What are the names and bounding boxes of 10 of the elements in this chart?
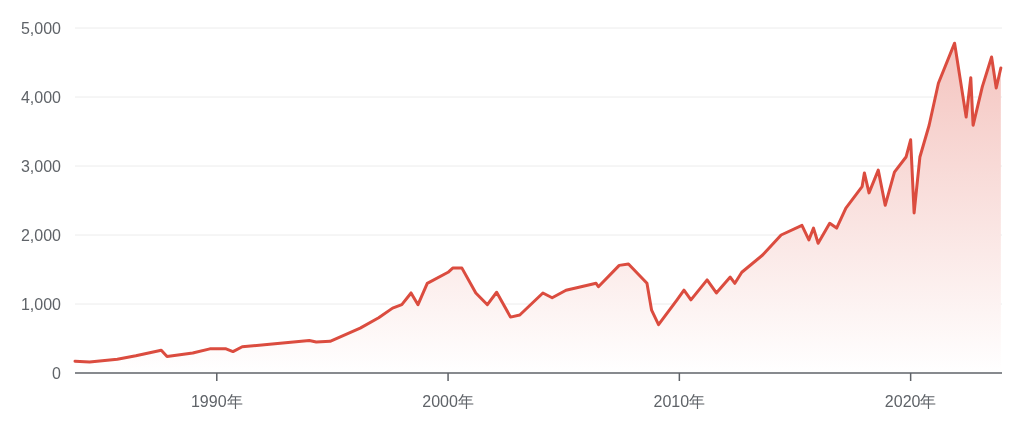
x-tick-label: 2020年 <box>884 393 937 410</box>
y-tick-label: 1,000 <box>20 296 62 313</box>
x-tick-label: 2000年 <box>422 393 474 410</box>
y-tick-label: 4,000 <box>20 89 62 106</box>
y-tick-label: 0 <box>52 365 62 382</box>
y-tick-label: 2,000 <box>20 227 62 244</box>
y-tick-label: 3,000 <box>20 158 62 175</box>
y-tick-label: 5,000 <box>20 20 62 37</box>
x-tick-label: 1990年 <box>190 393 243 410</box>
x-tick-label: 2010年 <box>653 393 706 410</box>
